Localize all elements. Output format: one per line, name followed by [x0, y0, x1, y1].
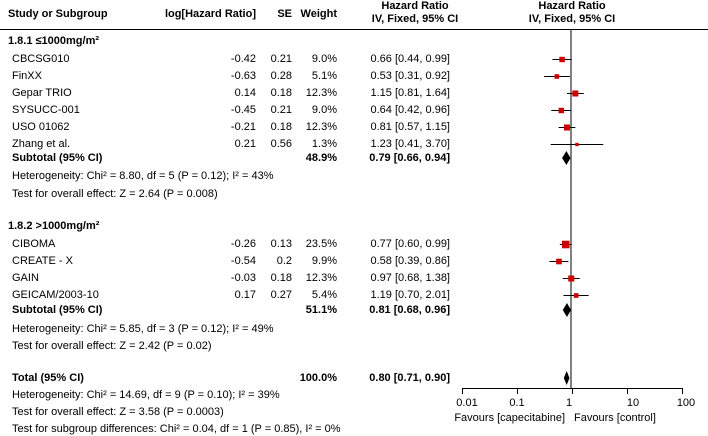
- total-weight: 100.0%: [299, 372, 337, 384]
- study-ci: 0.97 [0.68, 1.38]: [370, 272, 450, 284]
- study-se: 0.21: [270, 53, 292, 65]
- study-weight: 23.5%: [305, 238, 337, 250]
- study-marker: [559, 56, 565, 63]
- study-loghr: -0.21: [230, 121, 256, 133]
- heterogeneity-text: Heterogeneity: Chi² = 8.80, df = 5 (P = …: [12, 170, 274, 182]
- study-marker: [554, 74, 560, 79]
- study-ci: 1.23 [0.41, 3.70]: [370, 138, 450, 150]
- study-ci: 0.53 [0.31, 0.92]: [370, 70, 450, 82]
- pooled-diamond: [563, 371, 570, 385]
- study-name: CBCSG010: [12, 53, 70, 65]
- study-weight: 9.0%: [311, 53, 337, 65]
- study-se: 0.18: [270, 272, 292, 284]
- subtotal-label: Subtotal (95% CI): [12, 152, 103, 164]
- study-name: Gepar TRIO: [12, 87, 72, 99]
- study-loghr: -0.54: [230, 255, 256, 267]
- study-marker: [568, 275, 575, 282]
- study-loghr: -0.03: [230, 272, 256, 284]
- axis-tick-label: 1: [565, 397, 573, 409]
- header-study: Study or Subgroup: [8, 8, 108, 20]
- study-loghr: 0.14: [234, 87, 256, 99]
- study-loghr: -0.63: [230, 70, 256, 82]
- overall-effect-text: Test for overall effect: Z = 2.42 (P = 0…: [12, 340, 212, 352]
- study-marker: [573, 293, 579, 298]
- study-se: 0.21: [270, 104, 292, 116]
- total-ci: 0.80 [0.71, 0.90]: [369, 372, 450, 384]
- header-se: SE: [277, 8, 292, 20]
- study-weight: 5.1%: [311, 70, 337, 82]
- subtotal-weight: 48.9%: [305, 152, 337, 164]
- axis-tick-label: 0.1: [509, 397, 525, 409]
- study-marker: [575, 142, 579, 147]
- study-name: CREATE - X: [12, 255, 73, 267]
- subgroup-differences-text: Test for subgroup differences: Chi² = 0.…: [12, 423, 341, 435]
- study-weight: 5.4%: [311, 289, 337, 301]
- group-title: 1.8.1 ≤1000mg/m²: [8, 35, 100, 47]
- subtotal-weight: 51.1%: [305, 304, 337, 316]
- study-marker: [558, 107, 565, 114]
- study-name: CIBOMA: [12, 238, 56, 250]
- overall-effect-text: Test for overall effect: Z = 3.58 (P = 0…: [12, 406, 224, 418]
- study-name: Zhang et al.: [12, 138, 71, 150]
- study-name: FinXX: [12, 70, 42, 82]
- study-ci: 0.66 [0.44, 0.99]: [370, 53, 450, 65]
- overall-effect-text: Test for overall effect: Z = 2.64 (P = 0…: [12, 188, 218, 200]
- study-weight: 9.9%: [311, 255, 337, 267]
- study-loghr: -0.42: [230, 53, 256, 65]
- study-se: 0.56: [270, 138, 292, 150]
- heterogeneity-text: Heterogeneity: Chi² = 14.69, df = 9 (P =…: [12, 389, 280, 401]
- study-weight: 12.3%: [305, 121, 337, 133]
- study-ci: 0.81 [0.57, 1.15]: [370, 121, 450, 133]
- study-loghr: 0.21: [234, 138, 256, 150]
- axis-tick-label: 0.01: [456, 397, 478, 409]
- study-marker: [561, 240, 570, 249]
- header-plot-title: Hazard Ratio: [538, 0, 606, 12]
- study-name: GAIN: [12, 272, 39, 284]
- study-se: 0.27: [270, 289, 292, 301]
- header-loghr: log[Hazard Ratio]: [164, 8, 256, 20]
- study-name: GEICAM/2003-10: [12, 289, 99, 301]
- study-name: USO 01062: [12, 121, 70, 133]
- study-weight: 1.3%: [311, 138, 337, 150]
- study-ci: 0.58 [0.39, 0.86]: [370, 255, 450, 267]
- study-weight: 9.0%: [311, 104, 337, 116]
- subtotal-ci: 0.81 [0.68, 0.96]: [369, 304, 450, 316]
- study-se: 0.13: [270, 238, 292, 250]
- header-hr-title: Hazard Ratio: [381, 0, 449, 12]
- study-weight: 12.3%: [305, 87, 337, 99]
- header-plot-method: IV, Fixed, 95% CI: [528, 13, 616, 25]
- study-weight: 12.3%: [305, 272, 337, 284]
- study-ci: 1.15 [0.81, 1.64]: [370, 87, 450, 99]
- pooled-diamond: [562, 303, 572, 317]
- study-loghr: -0.45: [230, 104, 256, 116]
- study-ci: 0.64 [0.42, 0.96]: [370, 104, 450, 116]
- study-name: SYSUCC-001: [12, 104, 80, 116]
- study-marker: [556, 258, 562, 265]
- study-se: 0.18: [270, 87, 292, 99]
- study-loghr: -0.26: [230, 238, 256, 250]
- study-marker: [572, 90, 579, 97]
- favours-left-label: Favours [capecitabine]: [454, 412, 565, 424]
- subtotal-ci: 0.79 [0.66, 0.94]: [369, 152, 450, 164]
- study-marker: [563, 124, 570, 131]
- study-se: 0.28: [270, 70, 292, 82]
- study-ci: 0.77 [0.60, 0.99]: [370, 238, 450, 250]
- axis-tick-label: 100: [676, 397, 696, 409]
- study-se: 0.18: [270, 121, 292, 133]
- study-ci: 1.19 [0.70, 2.01]: [370, 289, 450, 301]
- study-loghr: 0.17: [234, 289, 256, 301]
- heterogeneity-text: Heterogeneity: Chi² = 5.85, df = 3 (P = …: [12, 323, 274, 335]
- favours-right-label: Favours [control]: [574, 412, 656, 424]
- header-hr-method: IV, Fixed, 95% CI: [371, 13, 459, 25]
- study-se: 0.2: [276, 255, 292, 267]
- pooled-diamond: [562, 151, 571, 165]
- group-title: 1.8.2 >1000mg/m²: [8, 220, 100, 232]
- axis-tick-label: 10: [626, 397, 640, 409]
- subtotal-label: Subtotal (95% CI): [12, 304, 103, 316]
- total-label: Total (95% CI): [12, 372, 84, 384]
- header-weight: Weight: [300, 8, 337, 20]
